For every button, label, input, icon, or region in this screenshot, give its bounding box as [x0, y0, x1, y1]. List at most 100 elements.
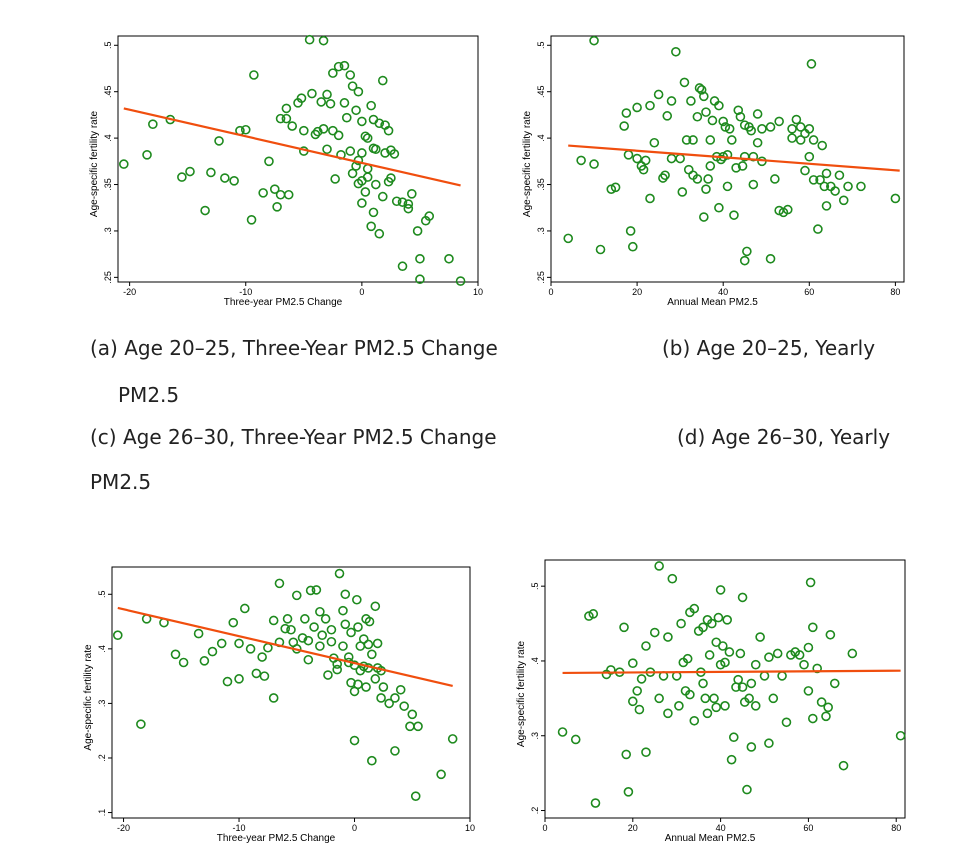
x-tick-label: 40: [718, 287, 728, 297]
data-point: [589, 35, 599, 46]
data-point: [328, 125, 338, 136]
data-point: [735, 111, 746, 122]
data-point: [694, 83, 705, 93]
data-point: [325, 98, 336, 109]
y-tick-label: .45: [103, 85, 113, 98]
fit-line: [562, 669, 901, 675]
data-point: [390, 746, 400, 756]
data-point: [326, 624, 337, 635]
data-point: [360, 131, 371, 142]
data-point: [268, 693, 279, 703]
x-tick-label: 20: [632, 287, 642, 297]
data-point: [735, 648, 746, 659]
data-point: [765, 122, 776, 132]
data-point: [718, 116, 728, 127]
data-point: [366, 100, 376, 111]
data-point: [352, 594, 362, 605]
data-point: [742, 246, 752, 257]
data-point: [333, 61, 344, 72]
data-point: [806, 59, 817, 69]
data-point: [307, 88, 317, 99]
data-point: [415, 253, 425, 264]
data-point: [795, 135, 806, 145]
data-point: [890, 193, 901, 204]
data-point: [623, 150, 634, 160]
data-point: [733, 674, 743, 685]
data-point: [632, 686, 642, 696]
data-point: [185, 166, 195, 177]
data-point: [245, 644, 256, 654]
data-point: [823, 702, 833, 713]
data-point: [718, 641, 728, 651]
data-point: [272, 202, 282, 212]
data-point: [636, 674, 647, 684]
scatter-plot-a: -20 -10 0 10 .25 .3 .35 .4 .45 .5 Three-year PM2.5…: [89, 34, 483, 308]
data-point: [357, 148, 367, 158]
data-point: [714, 202, 724, 213]
data-point: [249, 70, 259, 80]
data-point: [315, 606, 325, 617]
data-point: [413, 721, 423, 732]
data-point: [709, 693, 719, 704]
data-point: [595, 244, 606, 255]
data-point: [808, 713, 818, 724]
x-tick-label: 40: [716, 823, 726, 833]
data-point: [645, 100, 655, 111]
y-tick-label: .4: [103, 134, 113, 142]
data-point: [403, 203, 414, 214]
data-point: [675, 153, 685, 164]
data-point: [338, 605, 348, 616]
data-point: [705, 161, 716, 171]
data-point: [274, 578, 285, 589]
data-point: [283, 189, 294, 200]
data-point: [689, 603, 700, 614]
data-point: [838, 195, 849, 206]
data-point: [234, 638, 244, 649]
data-point: [677, 187, 688, 197]
data-point: [772, 648, 783, 659]
data-point: [200, 205, 210, 216]
data-point: [246, 215, 257, 225]
data-point: [444, 253, 454, 264]
data-point: [328, 68, 338, 78]
data-point: [812, 663, 822, 674]
data-point: [634, 704, 645, 715]
x-tick-label: -20: [123, 287, 136, 297]
data-point: [742, 784, 752, 795]
data-point: [724, 647, 735, 657]
data-point: [803, 686, 814, 696]
data-point: [619, 622, 629, 633]
plot-frame: [117, 35, 479, 283]
data-point: [345, 146, 356, 156]
data-point: [405, 721, 415, 732]
caption-d: (d) Age 26–30, Yearly: [677, 425, 891, 449]
data-point: [370, 674, 381, 684]
data-point: [856, 181, 866, 192]
x-tick-label: 0: [352, 823, 357, 833]
data-point: [649, 627, 660, 638]
caption-c-continued: PM2.5: [90, 470, 152, 494]
x-axis-title: Annual Mean PM2.5: [667, 297, 758, 308]
data-point: [305, 585, 316, 596]
data-point: [765, 253, 776, 264]
data-point: [787, 124, 797, 134]
data-point: [228, 617, 239, 628]
data-point: [436, 769, 446, 780]
x-tick-label: 80: [890, 287, 900, 297]
data-point: [447, 734, 458, 744]
data-point: [654, 693, 664, 704]
data-point: [795, 122, 806, 132]
data-point: [303, 635, 314, 646]
data-point: [282, 614, 293, 624]
data-point: [323, 670, 333, 680]
data-point: [804, 151, 815, 162]
data-point: [764, 738, 774, 749]
data-point: [752, 137, 763, 148]
data-point: [720, 701, 730, 711]
data-point: [199, 656, 210, 666]
data-point: [623, 787, 634, 797]
data-point: [304, 34, 315, 45]
data-point: [360, 187, 371, 197]
data-point: [728, 732, 739, 743]
x-tick-label: 60: [803, 823, 813, 833]
